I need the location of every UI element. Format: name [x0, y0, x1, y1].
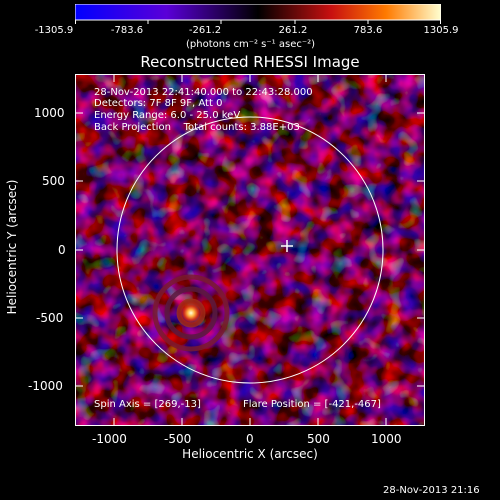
render-timestamp: 28-Nov-2013 21:16	[383, 485, 480, 496]
colorbar	[75, 4, 441, 24]
spin-axis-label: Spin Axis = [269,-13]	[94, 399, 201, 410]
y-tick-label: 500	[42, 174, 65, 188]
flare-position-label: Flare Position = [-421,-467]	[243, 399, 381, 410]
y-axis-label: Heliocentric Y (arcsec)	[5, 179, 19, 315]
y-tick-label: -1000	[28, 379, 63, 393]
y-tick-label: -500	[36, 311, 64, 325]
solar-limb-circle	[116, 116, 384, 384]
colorbar-tick-label: -261.2	[188, 25, 222, 36]
y-tick-label: 1000	[34, 106, 65, 120]
info-detectors: Detectors: 7F 8F 9F, Att 0	[94, 98, 223, 109]
x-tick-label: -1000	[92, 432, 127, 446]
colorbar-units: (photons cm⁻² s⁻¹ asec⁻²)	[186, 39, 316, 50]
x-axis-label: Heliocentric X (arcsec)	[182, 447, 318, 461]
x-tick-label: 1000	[371, 432, 402, 446]
spin-axis-marker	[281, 240, 293, 252]
info-method-counts: Back Projection Total counts: 3.88E+03	[94, 122, 300, 133]
info-time-range: 28-Nov-2013 22:41:40.000 to 22:43:28.000	[94, 87, 313, 98]
colorbar-tick-label: 783.6	[353, 25, 383, 36]
y-tick-label: 0	[58, 243, 66, 257]
x-tick-label: -500	[164, 432, 192, 446]
colorbar-tick-label: 261.2	[278, 25, 308, 36]
flare-source	[177, 299, 205, 327]
colorbar-tick-label: 1305.9	[423, 25, 459, 36]
colorbar-tick-label: -1305.9	[34, 25, 74, 36]
solar-image-plot	[75, 74, 425, 426]
plot-title: Reconstructed RHESSI Image	[140, 53, 360, 71]
back-projection-image	[75, 74, 425, 426]
colorbar-tick-label: -783.6	[110, 25, 144, 36]
info-energy-range: Energy Range: 6.0 - 25.0 keV	[94, 110, 241, 121]
x-tick-label: 0	[246, 432, 254, 446]
x-tick-label: 500	[307, 432, 330, 446]
